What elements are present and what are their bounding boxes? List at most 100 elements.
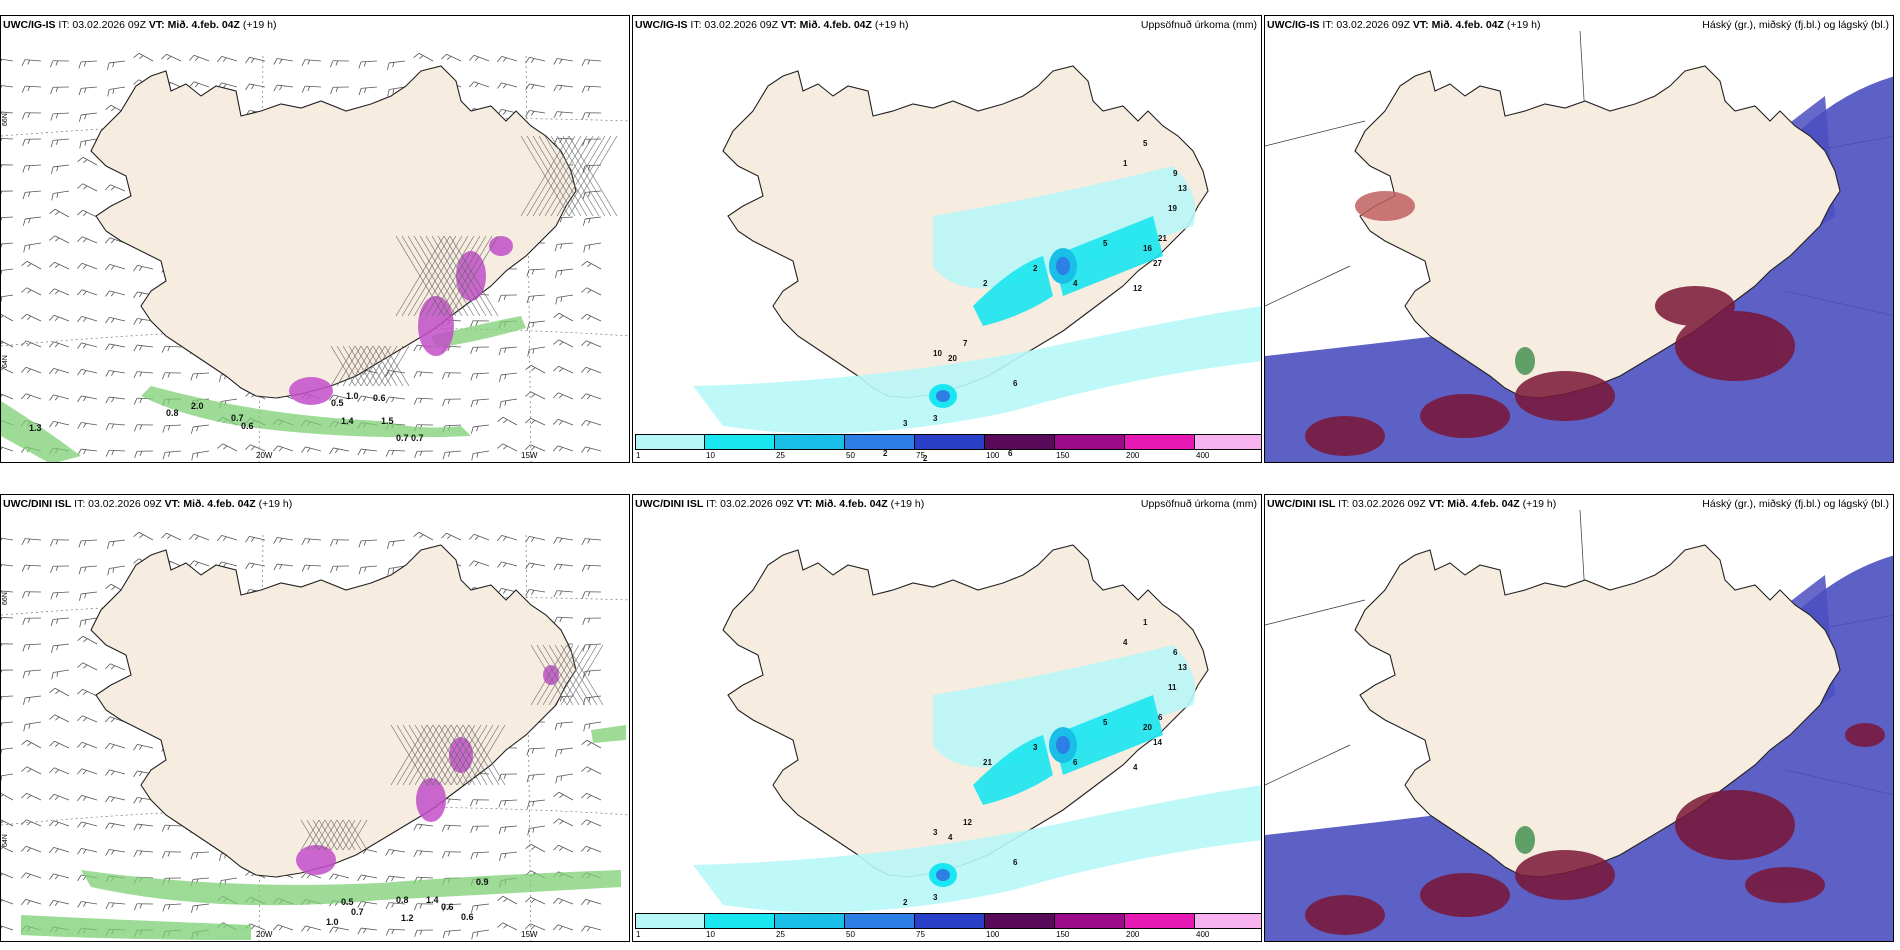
wind-map: 0.50.7 0.9 0.6 1.0 1.4 0.8 1.2 0.6 — [1, 531, 629, 941]
precip-value-label: 16 — [1143, 244, 1152, 253]
precip-value-label: 1 — [1123, 159, 1128, 168]
colorbar-swatch — [845, 434, 915, 450]
colorbar-swatch — [775, 913, 845, 929]
colorbar-swatch — [1195, 434, 1261, 450]
precip-value-label: 27 — [1153, 259, 1162, 268]
colorbar-tick-label: 75 — [916, 930, 925, 939]
precip-title: Uppsöfnuð úrkoma (mm) — [1140, 19, 1257, 31]
panel-precip-dini: UWC/DINI ISL IT: 03.02.2026 09Z VT: Mið.… — [632, 494, 1262, 942]
precip-title: Uppsöfnuð úrkoma (mm) — [1140, 498, 1257, 510]
wind-value-label: 0.6 — [241, 421, 254, 431]
precip-map: 1591319211627125422710206332265 — [693, 65, 1261, 462]
wind-value-label: 2.0 — [191, 401, 204, 411]
precip-value-label: 4 — [1073, 279, 1078, 288]
lat-label: 64N — [2, 834, 9, 847]
precip-shading — [693, 645, 1261, 913]
colorbar-tick-label: 10 — [706, 451, 715, 460]
precip-value-label: 19 — [1168, 204, 1177, 213]
wind-value-label: 1.4 — [341, 416, 354, 426]
wind-value-label: 0.6 — [461, 912, 474, 922]
cloud-map — [1265, 30, 1893, 462]
precip-value-label: 5 — [1143, 139, 1148, 148]
precip-value-label: 6 — [1013, 379, 1018, 388]
colorbar-swatch — [705, 434, 775, 450]
hatch-areas — [330, 135, 618, 387]
colorbar-swatch — [915, 434, 985, 450]
panel-cloud-dini: UWC/DINI ISL IT: 03.02.2026 09Z VT: Mið.… — [1264, 494, 1894, 942]
wind-map: 0.8 0.70.60.51.0 0.61.4 1.50.7 0.71.32.0 — [1, 52, 629, 462]
wind-value-label: 0.7 — [351, 907, 364, 917]
precip-value-label: 4 — [948, 833, 953, 842]
wind-value-label: 1.0 — [326, 917, 339, 927]
colorbar-tick-label: 1 — [636, 451, 641, 460]
wind-value-label: 1.0 — [346, 391, 359, 401]
precip-value-label: 6 — [1073, 758, 1078, 767]
precip-colorbar: 1 10 25 50 75 100 150 200 400 — [635, 434, 1261, 460]
panel-cloud-ig: UWC/IG-IS IT: 03.02.2026 09Z VT: Mið. 4.… — [1264, 15, 1894, 463]
wind-value-label: 0.7 — [396, 433, 409, 443]
colorbar-swatch — [1055, 913, 1125, 929]
colorbar-swatch — [985, 913, 1055, 929]
wind-value-label: 1.2 — [401, 913, 414, 923]
precip-value-label: 6 — [1008, 449, 1013, 458]
colorbar-tick-label: 25 — [776, 930, 785, 939]
colorbar-tick-label: 200 — [1126, 451, 1140, 460]
precip-value-label: 21 — [1158, 234, 1167, 243]
cloud-title: Háský (gr.), miðský (fj.bl.) og lágský (… — [1702, 19, 1889, 31]
lon-label-20w: 20W — [256, 930, 273, 939]
wind-value-label: 1.5 — [381, 416, 394, 426]
precip-value-label: 3 — [933, 893, 938, 902]
wind-value-label: 0.6 — [373, 393, 386, 403]
colorbar-swatch — [1125, 434, 1195, 450]
wind-value-label: 0.9 — [476, 877, 489, 887]
colorbar-swatch — [635, 913, 705, 929]
precip-value-label: 3 — [1033, 743, 1038, 752]
colorbar-swatch — [775, 434, 845, 450]
panel-precip-ig: UWC/IG-IS IT: 03.02.2026 09Z VT: Mið. 4.… — [632, 15, 1262, 463]
precip-value-label: 5 — [1103, 239, 1108, 248]
high-cloud — [1305, 191, 1795, 456]
precip-value-label: 4 — [1133, 763, 1138, 772]
precip-value-label: 14 — [1153, 738, 1162, 747]
colorbar-tick-label: 100 — [986, 451, 1000, 460]
iceland-landmass — [90, 65, 577, 399]
lon-label-15w: 15W — [521, 930, 538, 939]
precip-value-label: 7 — [963, 339, 968, 348]
precip-value-label: 6 — [1173, 648, 1178, 657]
colorbar-tick-label: 1 — [636, 930, 641, 939]
lat-label: 66N — [2, 113, 9, 126]
panel-header: UWC/DINI ISL IT: 03.02.2026 09Z VT: Mið.… — [635, 498, 925, 510]
panel-header: UWC/IG-IS IT: 03.02.2026 09Z VT: Mið. 4.… — [1267, 19, 1541, 31]
colorbar-tick-label: 50 — [846, 930, 855, 939]
panel-header: UWC/DINI ISL IT: 03.02.2026 09Z VT: Mið.… — [1267, 498, 1557, 510]
colorbar-tick-label: 25 — [776, 451, 785, 460]
panel-header: UWC/IG-IS IT: 03.02.2026 09Z VT: Mið. 4.… — [635, 19, 909, 31]
colorbar-swatch — [985, 434, 1055, 450]
precip-value-label: 2 — [903, 898, 908, 907]
panel-wind-ig: UWC/IG-IS IT: 03.02.2026 09Z VT: Mið. 4.… — [0, 15, 630, 463]
precip-value-label: 2 — [1033, 264, 1038, 273]
colorbar-swatch — [635, 434, 705, 450]
precip-value-label: 11 — [1168, 683, 1177, 692]
precip-value-label: 2 — [983, 279, 988, 288]
precip-value-label: 6 — [1158, 713, 1163, 722]
precip-value-label: 3 — [933, 828, 938, 837]
colorbar-swatch — [1195, 913, 1261, 929]
hatch-areas — [300, 644, 604, 851]
panel-header: UWC/DINI ISL IT: 03.02.2026 09Z VT: Mið.… — [3, 498, 293, 510]
precip-value-label: 9 — [1173, 169, 1178, 178]
precip-value-label: 13 — [1178, 663, 1187, 672]
precip-value-label: 4 — [1123, 638, 1128, 647]
panel-wind-dini: UWC/DINI ISL IT: 03.02.2026 09Z VT: Mið.… — [0, 494, 630, 942]
precip-bands — [1, 316, 526, 462]
lat-label: 66N — [2, 592, 9, 605]
mid-cloud — [1515, 347, 1535, 375]
precip-value-label: 10 — [933, 349, 942, 358]
precip-value-label: 20 — [1143, 723, 1152, 732]
colorbar-swatch — [845, 913, 915, 929]
cloud-title: Háský (gr.), miðský (fj.bl.) og lágský (… — [1702, 498, 1889, 510]
wind-value-label: 1.3 — [29, 423, 42, 433]
colorbar-swatch — [1055, 434, 1125, 450]
precip-value-label: 3 — [903, 419, 908, 428]
